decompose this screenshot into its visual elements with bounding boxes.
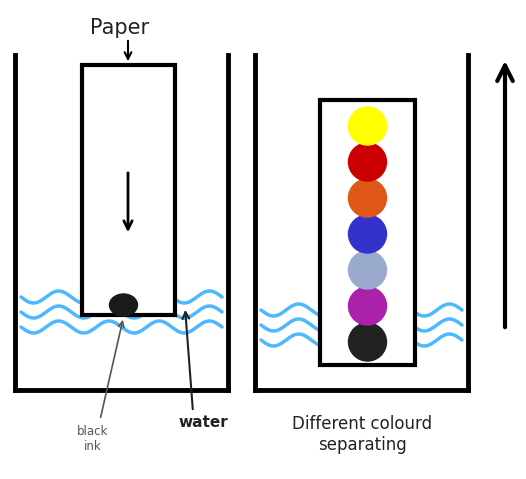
- Circle shape: [349, 179, 387, 217]
- Circle shape: [349, 107, 387, 145]
- Circle shape: [349, 215, 387, 253]
- Bar: [320, 100, 415, 365]
- Text: Paper: Paper: [90, 18, 149, 38]
- Circle shape: [349, 143, 387, 181]
- Circle shape: [349, 251, 387, 289]
- Text: black
ink: black ink: [77, 425, 109, 453]
- Circle shape: [349, 287, 387, 325]
- Bar: [82, 65, 175, 315]
- Ellipse shape: [109, 294, 137, 316]
- Text: Different colourd
separating: Different colourd separating: [292, 415, 432, 454]
- Circle shape: [349, 323, 387, 361]
- Text: water: water: [178, 415, 228, 430]
